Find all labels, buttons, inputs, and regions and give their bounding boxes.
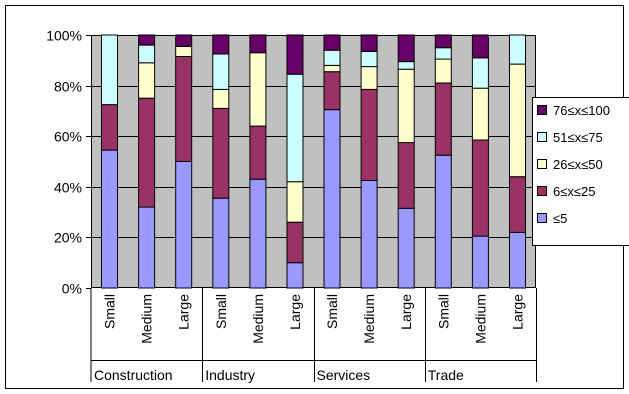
bar-segment (101, 149, 118, 289)
bar-segment (323, 49, 341, 66)
group-label: Services (317, 367, 371, 383)
group-label: Construction (94, 367, 173, 383)
plot-area (91, 35, 536, 288)
bar-segment (286, 221, 304, 264)
category-label: Large (287, 294, 303, 330)
bar-segment (138, 97, 156, 208)
bar-segment (249, 52, 267, 127)
bar-segment (286, 181, 304, 223)
bar-segment (323, 109, 341, 289)
bar-segment (101, 34, 118, 106)
bar-segment (212, 197, 230, 289)
bar-segment (212, 88, 230, 109)
bar-segment (286, 262, 304, 289)
bar-segment (101, 104, 118, 151)
bar-segment (138, 206, 156, 289)
y-tick-label: 100% (46, 28, 82, 44)
bar-segment (286, 73, 304, 183)
group-label: Industry (205, 367, 255, 383)
legend-swatch (537, 213, 547, 223)
category-label: Large (510, 294, 526, 330)
category-label: Medium (361, 294, 377, 344)
category-label: Large (398, 294, 414, 330)
legend-label: 6≤x≤25 (553, 184, 595, 199)
bar-segment (175, 56, 193, 162)
legend-swatch (537, 159, 547, 169)
bar-segment (360, 34, 378, 52)
legend-label: ≤5 (553, 211, 567, 226)
bar-segment (509, 63, 526, 178)
bar-segment (509, 176, 526, 233)
category-label: Small (213, 294, 229, 329)
bar-segment (286, 34, 304, 75)
legend-label: 26≤x≤50 (553, 157, 603, 172)
y-tick-label: 60% (54, 129, 82, 145)
legend-label: 76≤x≤100 (553, 103, 610, 118)
category-label: Large (176, 294, 192, 330)
group-label: Trade (428, 367, 464, 383)
y-tick-label: 20% (54, 230, 82, 246)
bar-segment (434, 82, 452, 156)
bar-segment (471, 235, 489, 289)
y-tick-label: 0% (62, 281, 82, 297)
y-tick-label: 80% (54, 79, 82, 95)
bar-segment (138, 34, 156, 46)
category-label: Medium (139, 294, 155, 344)
legend-swatch (537, 132, 547, 142)
bar-segment (434, 58, 452, 84)
legend-box (532, 97, 629, 246)
bar-segment (138, 62, 156, 99)
bar-segment (397, 142, 415, 209)
bar-segment (509, 34, 526, 65)
bar-segment (175, 34, 193, 47)
bar-segment (434, 154, 452, 289)
category-label: Medium (250, 294, 266, 344)
bar-segment (471, 87, 489, 141)
bar-segment (323, 64, 341, 73)
bar-segment (397, 34, 415, 63)
bar-segment (175, 45, 193, 58)
bar-segment (471, 139, 489, 237)
bar-segment (434, 47, 452, 60)
bar-segment (138, 44, 156, 64)
legend-swatch (537, 186, 547, 196)
bar-segment (397, 207, 415, 289)
bar-segment (360, 50, 378, 68)
bar-segment (323, 34, 341, 51)
bar-segment (212, 53, 230, 90)
bar-segment (397, 68, 415, 144)
bar-segment (434, 34, 452, 49)
category-label: Small (102, 294, 118, 329)
bar-segment (509, 231, 526, 289)
bar-segment (212, 34, 230, 55)
y-tick-label: 40% (54, 180, 82, 196)
bar-segment (323, 71, 341, 111)
bar-segment (471, 34, 489, 59)
bar-segment (249, 125, 267, 180)
bar-segment (249, 34, 267, 54)
bar-segment (212, 107, 230, 199)
bar-segment (471, 57, 489, 89)
category-label: Small (324, 294, 340, 329)
bar-segment (175, 161, 193, 289)
category-label: Small (435, 294, 451, 329)
legend-label: 51≤x≤75 (553, 130, 603, 145)
bar-segment (360, 88, 378, 181)
bar-segment (397, 61, 415, 70)
bar-segment (360, 66, 378, 90)
bar-segment (249, 178, 267, 289)
category-label: Medium (472, 294, 488, 344)
legend-swatch (537, 105, 547, 115)
bar-segment (360, 180, 378, 289)
